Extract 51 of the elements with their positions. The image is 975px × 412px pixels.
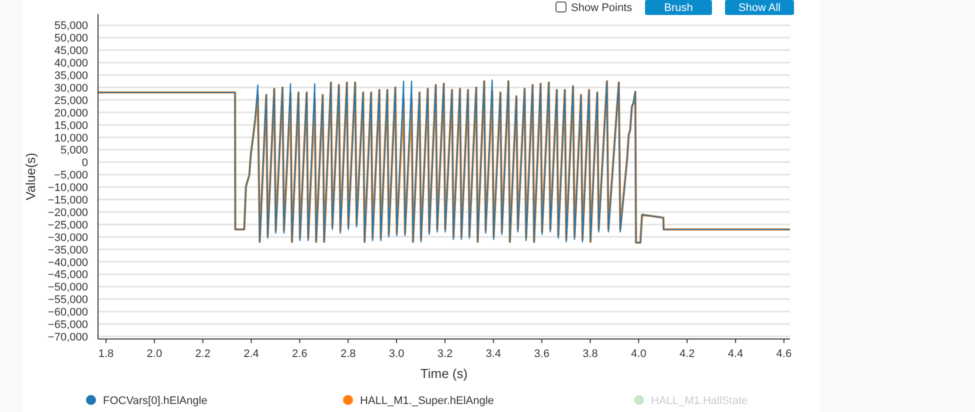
y-tick-label: −15,000: [48, 194, 88, 207]
x-tick-label: 4.0: [631, 348, 646, 360]
x-tick-label: 3.0: [388, 348, 404, 360]
y-tick-label: 55,000: [54, 20, 88, 32]
x-tick-label: 3.4: [486, 348, 502, 360]
y-tick-label: −20,000: [48, 206, 88, 219]
y-tick-label: 15,000: [54, 120, 88, 132]
y-tick-label: 50,000: [54, 32, 88, 45]
x-tick-label: 2.2: [195, 348, 210, 360]
legend-label: HALL_M1._Super.hElAngle: [360, 395, 494, 407]
y-tick-label: −25,000: [48, 219, 88, 232]
show-points-checkbox: Show Points: [556, 2, 632, 14]
y-tick-label: 45,000: [54, 45, 88, 58]
x-tick-label: 4.6: [776, 348, 792, 360]
y-tick-label: 35,000: [54, 70, 88, 82]
y-tick-label: −30,000: [48, 232, 88, 244]
y-axis-title: Value(s): [23, 152, 38, 200]
y-tick-label: 20,000: [54, 107, 88, 120]
legend-label: FOCVars[0].hElAngle: [103, 395, 208, 407]
show-all-button: Show All: [725, 0, 794, 15]
x-tick-label: 2.6: [292, 348, 308, 360]
x-tick-label: 3.2: [437, 348, 453, 360]
y-tick-label: −10,000: [48, 182, 88, 194]
x-tick-label: 2.4: [244, 348, 259, 360]
annotation: Show All: [738, 2, 781, 14]
x-axis-title: Time (s): [420, 366, 468, 381]
y-tick-label: −40,000: [48, 256, 88, 269]
y-tick-label: −65,000: [48, 319, 88, 332]
y-tick-label: −55,000: [48, 294, 88, 306]
y-tick-label: 30,000: [54, 82, 88, 94]
y-tick-label: −70,000: [48, 332, 88, 344]
y-tick-label: 40,000: [54, 58, 88, 70]
brush-button: Brush: [645, 0, 712, 15]
y-tick-label: 5,000: [60, 144, 88, 157]
annotation: Brush: [664, 2, 693, 14]
y-tick-label: −50,000: [48, 282, 88, 294]
y-tick-label: 10,000: [54, 132, 88, 144]
x-tick-label: 2.0: [146, 348, 162, 360]
y-tick-label: −45,000: [48, 269, 88, 282]
y-tick-label: −35,000: [48, 244, 88, 256]
y-tick-label: −60,000: [48, 306, 88, 319]
x-tick-label: 3.6: [534, 348, 550, 360]
y-tick-label: 0: [82, 157, 88, 170]
x-tick-label: 2.8: [340, 348, 356, 360]
x-tick-label: 1.8: [98, 348, 114, 360]
x-tick-label: 4.2: [679, 348, 695, 360]
annotation: Show Points: [571, 2, 633, 14]
x-tick-label: 3.8: [582, 348, 598, 360]
x-tick-label: 4.4: [728, 348, 744, 360]
y-tick-label: 25,000: [54, 94, 88, 107]
y-tick-label: −5,000: [54, 170, 88, 182]
